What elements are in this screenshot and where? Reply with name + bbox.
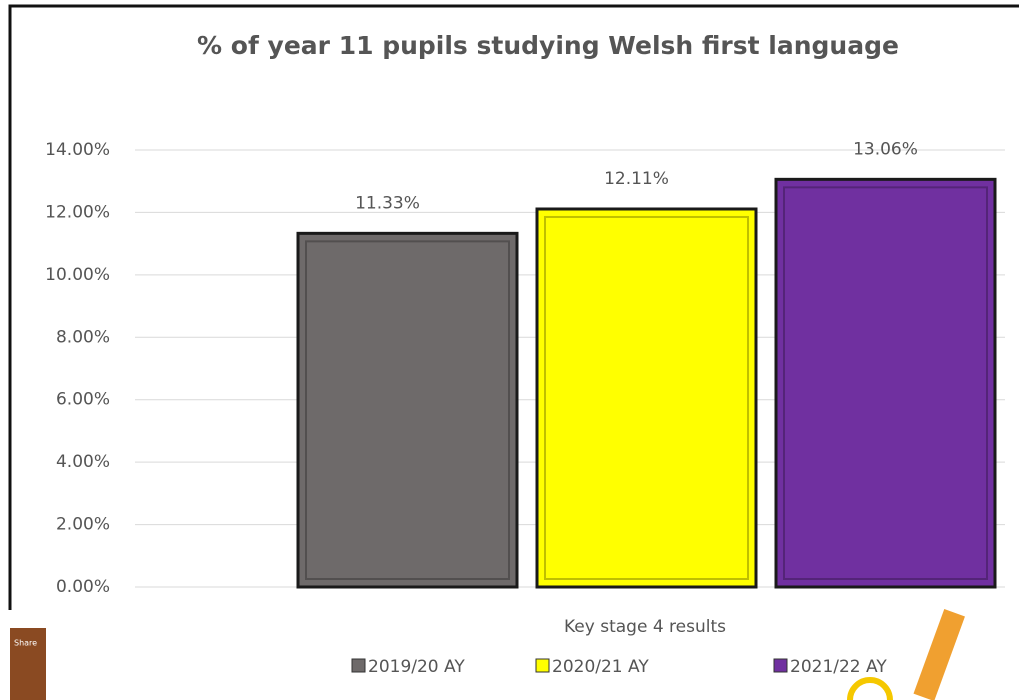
ruler-icon [913,608,965,700]
y-tick-label: 2.00% [56,515,110,535]
data-label: 12.11% [604,169,669,189]
bar-bevel [305,240,510,581]
legend-swatch [351,658,366,673]
bar [535,207,758,589]
y-tick-label: 8.00% [56,327,110,347]
y-tick-label: 14.00% [45,140,110,160]
data-label: 13.06% [853,139,918,159]
y-tick-label: 0.00% [56,577,110,597]
legend-label: 2019/20 AY [368,657,465,677]
bar [296,231,519,589]
legend-swatch [535,658,550,673]
x-axis-title: Key stage 4 results [564,617,726,637]
scissors-icon [847,677,893,700]
share-label[interactable]: Share [14,639,37,648]
y-tick-label: 10.00% [45,265,110,285]
y-tick-label: 12.00% [45,202,110,222]
decoration [847,608,965,700]
share-thumbnail[interactable]: Share [10,628,46,700]
data-label: 11.33% [355,193,420,213]
legend-label: 2020/21 AY [552,657,649,677]
legend-swatch [773,658,788,673]
y-tick-label: 4.00% [56,452,110,472]
bar-bevel [544,215,749,580]
chart-title: % of year 11 pupils studying Welsh first… [197,31,899,60]
y-tick-label: 6.00% [56,390,110,410]
frame [8,4,1019,610]
bar-bevel [783,186,988,580]
thumbnail [10,628,46,700]
bar [774,177,997,589]
legend-label: 2021/22 AY [790,657,887,677]
